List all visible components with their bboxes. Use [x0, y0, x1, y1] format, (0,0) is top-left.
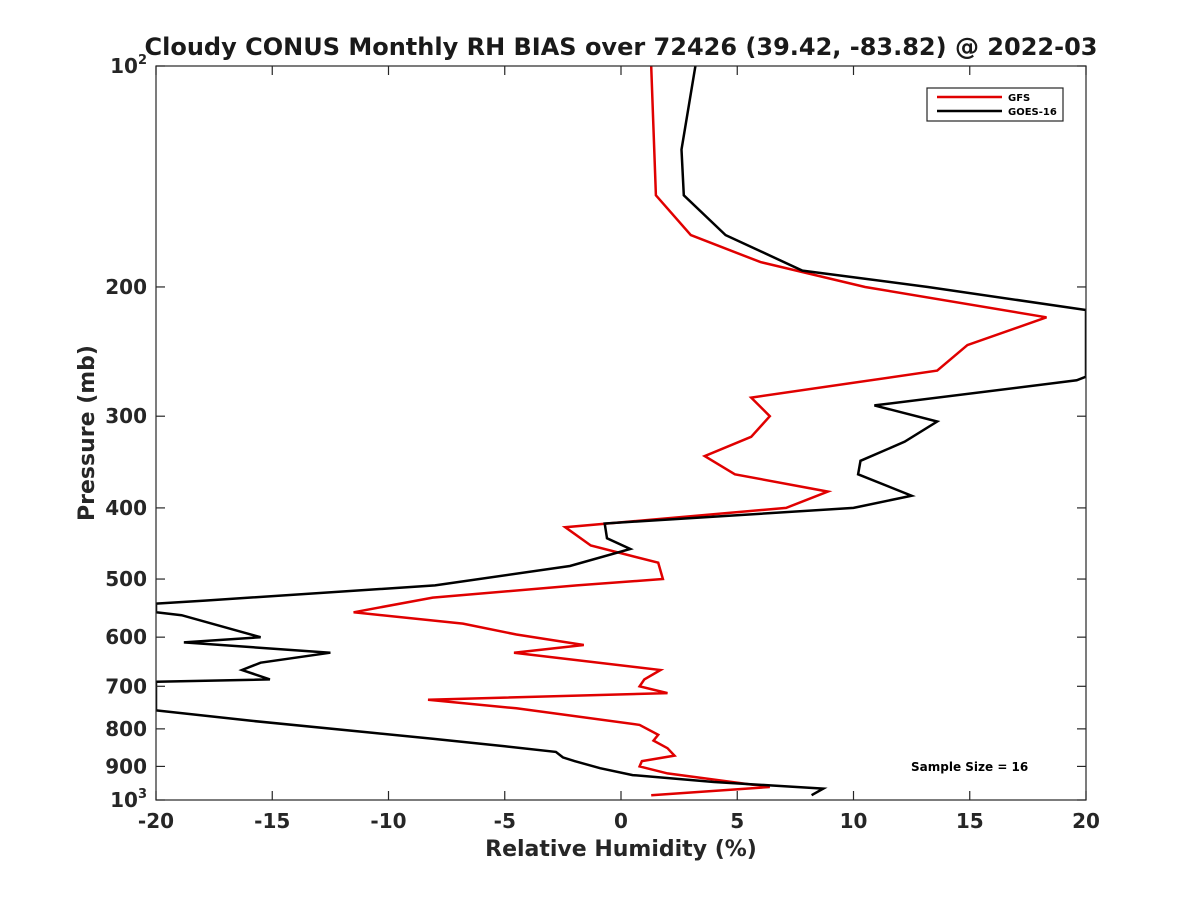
y-axis: 102 200 300 400 500 600 700 800 900 103: [105, 53, 1086, 812]
x-tick-label: -5: [494, 809, 516, 833]
plot-area: [156, 66, 1086, 797]
legend-label-goes16: GOES-16: [1008, 107, 1057, 118]
plot-frame: [155, 65, 1087, 801]
series-line-gfs: [353, 66, 1047, 797]
y-tick-label: 700: [105, 674, 147, 698]
y-tick-label: 500: [105, 567, 147, 591]
x-tick-label: 5: [730, 809, 744, 833]
sample-size-annotation: Sample Size = 16: [911, 760, 1028, 774]
x-tick-label: 20: [1072, 809, 1100, 833]
x-tick-label: -20: [138, 809, 174, 833]
y-tick-label: 400: [105, 496, 147, 520]
x-tick-label: 0: [614, 809, 628, 833]
x-tick-label: 10: [840, 809, 868, 833]
y-tick-label: 300: [105, 404, 147, 428]
y-axis-label: Pressure (mb): [75, 345, 100, 521]
legend: GFS GOES-16: [926, 87, 1064, 122]
series-line-goes16: [156, 66, 1086, 797]
x-axis-label: Relative Humidity (%): [485, 837, 757, 862]
x-tick-label: -10: [370, 809, 406, 833]
y-tick-label: 600: [105, 625, 147, 649]
legend-box: [926, 87, 1064, 122]
y-tick-label: 200: [105, 275, 147, 299]
legend-label-gfs: GFS: [1008, 93, 1030, 104]
x-tick-label: -15: [254, 809, 290, 833]
x-tick-label: 15: [956, 809, 984, 833]
y-tick-label: 900: [105, 754, 147, 778]
x-axis: -20 -15 -10 -5 0 5 10 15 20: [138, 66, 1100, 833]
y-tick-label: 102: [110, 53, 147, 78]
y-tick-label: 800: [105, 717, 147, 741]
chart-title: Cloudy CONUS Monthly RH BIAS over 72426 …: [145, 33, 1098, 61]
y-tick-label: 103: [110, 787, 147, 812]
